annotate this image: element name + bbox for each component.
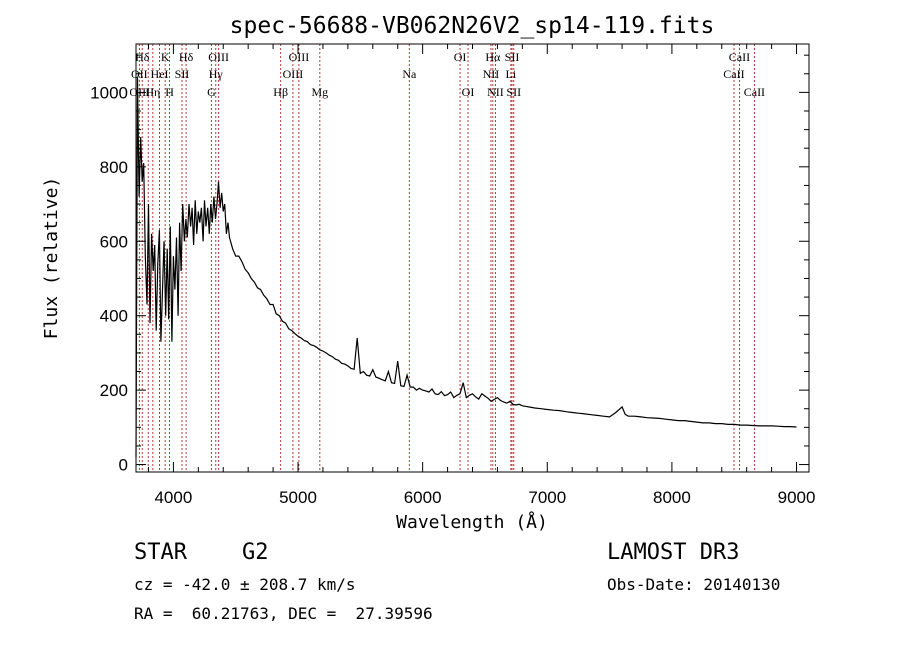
line-label: SII (505, 50, 520, 64)
y-tick-label: 0 (119, 456, 128, 475)
y-axis: 0 200 400 600 800 1000 (90, 54, 809, 475)
y-tick-label: 1000 (90, 83, 128, 102)
line-label: Hβ (273, 85, 288, 99)
x-tick-label: 6000 (404, 488, 442, 507)
line-label: Hδ (135, 50, 150, 64)
line-label: Hγ (209, 67, 224, 81)
object-class: STAR (134, 540, 187, 565)
observation-date: Obs-Date: 20140130 (607, 575, 781, 594)
y-tick-label: 200 (100, 381, 128, 400)
line-label: HeI (151, 67, 169, 81)
line-label: CaII (729, 50, 750, 64)
x-tick-label: 8000 (653, 488, 691, 507)
x-axis: 4000 5000 6000 7000 8000 9000 (147, 44, 816, 507)
y-axis-label: Flux (relative) (41, 177, 62, 340)
line-label: OIII (208, 50, 229, 64)
line-label: Li (506, 67, 517, 81)
line-label: Hη (145, 85, 160, 99)
line-label: K (161, 50, 170, 64)
emission-line-markers (138, 44, 755, 472)
line-label: Na (402, 67, 417, 81)
coordinates: RA = 60.21763, DEC = 27.39596 (134, 604, 433, 623)
line-label: Hδ (179, 50, 194, 64)
line-label: G (207, 85, 216, 99)
chart-title: spec-56688-VB062N26V2_sp14-119.fits (230, 13, 715, 39)
line-label: Mg (311, 85, 328, 99)
x-tick-label: 9000 (778, 488, 816, 507)
line-label: NII (487, 85, 504, 99)
y-tick-label: 800 (100, 158, 128, 177)
x-tick-label: 7000 (528, 488, 566, 507)
y-tick-label: 600 (100, 232, 128, 251)
line-label: OI (462, 85, 475, 99)
spectrum-line (135, 77, 797, 458)
x-tick-label: 5000 (279, 488, 317, 507)
survey-name: LAMOST DR3 (607, 540, 740, 565)
y-tick-label: 400 (100, 307, 128, 326)
line-label: OI (454, 50, 467, 64)
line-label: CaII (723, 67, 744, 81)
x-axis-label: Wavelength (Å) (396, 511, 548, 533)
line-label: Hα (485, 50, 501, 64)
line-label: H (165, 85, 174, 99)
x-tick-label: 4000 (154, 488, 192, 507)
line-label: SII (175, 67, 190, 81)
spectral-subclass: G2 (242, 540, 269, 565)
redshift-info: cz = -42.0 ± 208.7 km/s (134, 575, 356, 594)
line-label: OIII (283, 67, 304, 81)
line-label: NII (483, 67, 500, 81)
plot-frame (135, 43, 810, 473)
line-label: SII (506, 85, 521, 99)
line-label: CaII (744, 85, 765, 99)
line-label: OIII (289, 50, 310, 64)
